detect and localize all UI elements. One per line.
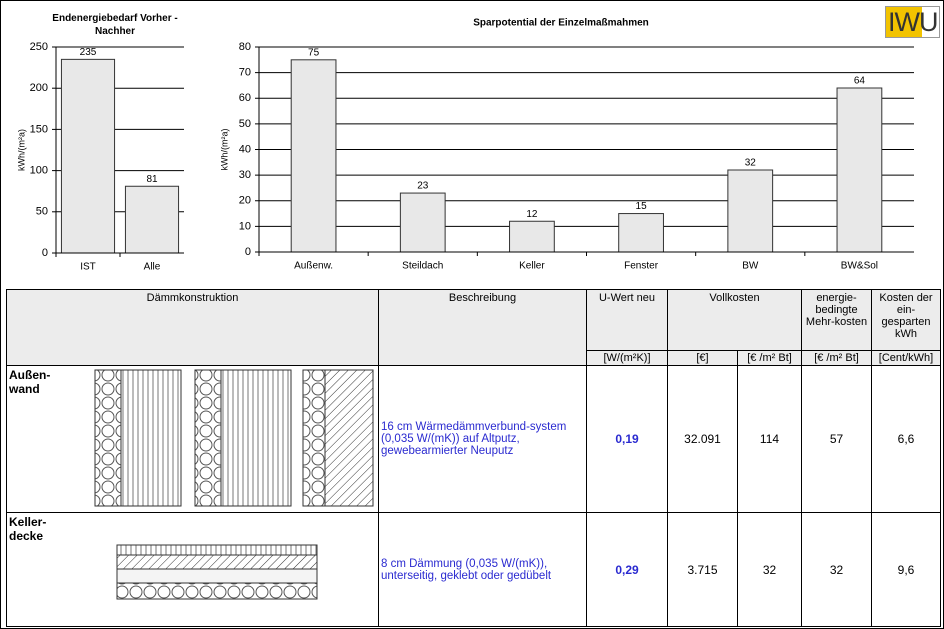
header: Dämmkonstruktion <box>6 289 379 366</box>
x-tick-label: BW <box>742 261 759 272</box>
table: Dämmkonstruktion Beschreibung U-Wert neu… <box>6 289 941 627</box>
value-label: 15 <box>636 201 648 212</box>
bar <box>124 185 180 254</box>
y-axis-label: kWh/(m²a) <box>16 129 26 171</box>
value-label: 23 <box>417 181 429 192</box>
x-tick-label: BW&Sol <box>841 261 878 272</box>
unit: [€ /m² Bt] <box>801 350 872 366</box>
wall-illustration <box>94 369 374 507</box>
row-label: Außen-wand <box>9 368 51 396</box>
y-tick-label: 30 <box>239 169 251 181</box>
y-tick-label: 50 <box>36 206 48 218</box>
y-tick-label: 80 <box>239 41 251 53</box>
unit: [€ /m² Bt] <box>737 350 802 366</box>
value-label: 235 <box>80 47 97 58</box>
header: energie-bedingte Mehr-kosten <box>801 289 872 351</box>
y-tick-label: 200 <box>30 82 48 94</box>
value-label: 75 <box>308 47 320 58</box>
extra-cost: 32 <box>801 512 872 627</box>
y-tick-label: 100 <box>30 165 48 177</box>
value-label: 32 <box>745 158 757 169</box>
unit: [€] <box>667 350 738 366</box>
bar <box>509 220 555 253</box>
bar <box>60 58 116 254</box>
header: U-Wert neu <box>586 289 668 351</box>
row-label-cell: Keller-decke <box>6 512 379 627</box>
unit: [Cent/kWh] <box>871 350 941 366</box>
chart-title: Sparpotential der Einzelmaßmahmen <box>473 18 649 29</box>
cost-per-m2: 32 <box>737 512 802 627</box>
header: Vollkosten <box>667 289 802 351</box>
x-tick-label: Alle <box>144 262 161 273</box>
header: Beschreibung <box>378 289 587 366</box>
cost-per-m2: 114 <box>737 365 802 513</box>
bar <box>836 87 883 253</box>
cost: 3.715 <box>667 512 738 627</box>
y-tick-label: 60 <box>239 92 251 104</box>
chart-title: Endenergiebedarf Vorher -Nachher <box>52 13 177 37</box>
x-tick-label: Fenster <box>624 261 659 272</box>
value-label: 81 <box>146 174 158 185</box>
row-label: Keller-decke <box>9 515 47 543</box>
y-tick-label: 10 <box>239 220 251 232</box>
x-tick-label: Keller <box>519 261 545 272</box>
row-label-cell: Außen-wand <box>6 365 379 513</box>
y-tick-label: 20 <box>239 195 251 207</box>
u-value: 0,29 <box>586 512 668 627</box>
bar <box>618 213 664 253</box>
y-tick-label: 40 <box>239 143 251 155</box>
unit: [W/(m²K)] <box>586 350 668 366</box>
x-tick-label: Außenw. <box>294 261 333 272</box>
bar <box>290 59 337 253</box>
value-label: 64 <box>854 76 866 87</box>
y-tick-label: 0 <box>42 247 48 259</box>
x-tick-label: Steildach <box>402 261 443 272</box>
bar <box>399 192 446 253</box>
ceiling-illustration <box>116 544 318 600</box>
logo: IWU <box>885 6 941 38</box>
x-tick-label: IST <box>80 262 96 273</box>
u-value: 0,19 <box>586 365 668 513</box>
description: 8 cm Dämmung (0,035 W/(mK)), unterseitig… <box>378 512 587 627</box>
value-label: 12 <box>526 209 538 220</box>
cost-per-kwh: 6,6 <box>871 365 941 513</box>
charts: Endenergiebedarf Vorher -Nachher kWh/(m²a… <box>16 13 914 273</box>
header: Kosten der ein-gesparten kWh <box>871 289 941 351</box>
y-tick-label: 50 <box>239 118 251 130</box>
bar <box>727 169 774 253</box>
y-axis-label: kWh/(m²a) <box>219 129 229 171</box>
extra-cost: 57 <box>801 365 872 513</box>
y-tick-label: 0 <box>245 246 251 258</box>
y-tick-label: 250 <box>30 41 48 53</box>
y-tick-label: 70 <box>239 67 251 79</box>
cost: 32.091 <box>667 365 738 513</box>
y-tick-label: 150 <box>30 123 48 135</box>
description: 16 cm Wärmedämmverbund-system (0,035 W/(… <box>378 365 587 513</box>
cost-per-kwh: 9,6 <box>871 512 941 627</box>
